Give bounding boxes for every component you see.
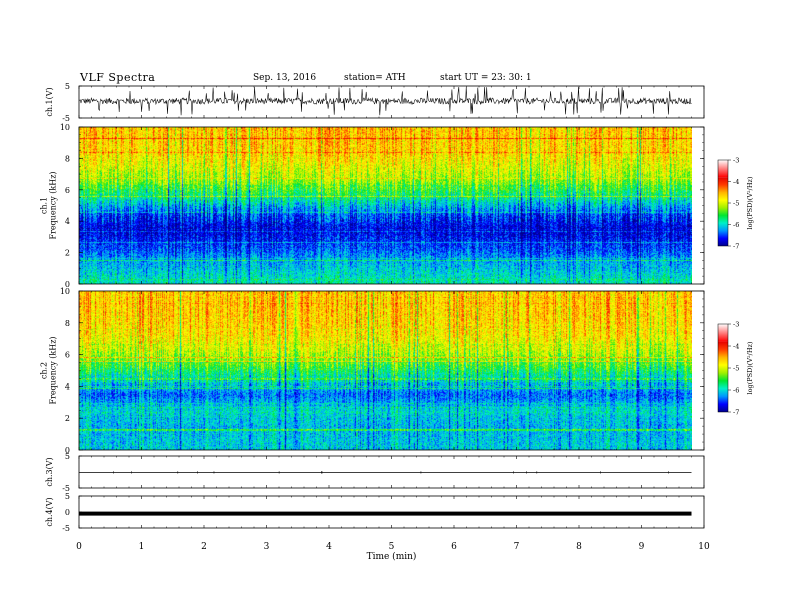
time-tick-label: 2 <box>201 542 207 552</box>
ch2-colorbar-tick-label: -3 <box>733 321 739 329</box>
ch1-ytick-label: 4 <box>65 217 70 226</box>
ch2-spectrogram-image <box>79 291 692 450</box>
ch2-ytick-label: 4 <box>65 382 70 391</box>
start-time-label: start UT = 23: 30: 1 <box>440 73 532 83</box>
ch2-ylabel: ch.2Frequency (kHz) <box>40 336 58 404</box>
ch2-ytick-label: 8 <box>65 319 70 328</box>
ch3-panel-frame <box>78 455 705 489</box>
ch1-colorbar-tick-label: -7 <box>733 243 739 251</box>
ch2-ytick-label: 6 <box>65 351 70 360</box>
ch1-ytick-label: 8 <box>65 154 70 163</box>
ch4-ytick-label: 5 <box>65 492 70 501</box>
time-tick-label: 1 <box>139 542 145 552</box>
ch1-trace <box>78 86 692 116</box>
ch1-ytick-label: 2 <box>65 249 70 258</box>
time-axis-label: Time (min) <box>367 551 417 562</box>
time-tick-label: 4 <box>326 542 332 552</box>
ch1-colorbar-tick-label: -4 <box>733 178 739 186</box>
ch2-ytick-label: 2 <box>65 414 70 423</box>
ch1-colorbar-tick-label: -6 <box>733 221 739 229</box>
ch2-ytick-label: 10 <box>60 287 70 296</box>
ch1-ytick-label: 0 <box>65 280 70 289</box>
ch4-ylabel: ch.4(V) <box>45 497 54 526</box>
ch3-ylabel: ch.3(V) <box>45 457 54 486</box>
ch1-colorbar-tick-label: -5 <box>733 200 739 208</box>
ch1-colorbar <box>718 177 728 246</box>
ch3-ytick-label: 5 <box>65 452 70 461</box>
ch2-colorbar-tick-label: -7 <box>733 409 739 417</box>
ch1-ylabel: ch.1(V) <box>45 87 54 116</box>
ch2-colorbar-top <box>718 324 728 342</box>
time-tick-label: 0 <box>76 542 82 552</box>
ch1-colorbar-label: log(PSD)(V²/Hz) <box>746 176 754 229</box>
ch2-ytick-label: 0 <box>65 446 70 455</box>
station-label: station= ATH <box>344 73 406 83</box>
ch1-colorbar-tick-label: -3 <box>733 157 739 165</box>
ch1-colorbar-top <box>718 160 728 178</box>
ch1-ytick-label: 10 <box>60 123 70 132</box>
time-tick-label: 8 <box>576 542 582 552</box>
figure-title: VLF Spectra <box>80 71 156 84</box>
ch2-colorbar-tick-label: -6 <box>733 387 739 395</box>
time-tick-label: 10 <box>698 542 710 552</box>
ch1-ylabel: ch.1Frequency (kHz) <box>40 171 58 239</box>
ch3-ytick-label: -5 <box>62 484 70 493</box>
ch1-spectrogram-image <box>79 127 692 284</box>
ch1-ytick-label: 5 <box>65 82 70 91</box>
ch4-trace <box>79 511 692 516</box>
time-tick-label: 5 <box>389 542 395 552</box>
ch2-colorbar-tick-label: -4 <box>733 343 739 351</box>
ch2-colorbar-label: log(PSD)(V²/Hz) <box>746 341 754 394</box>
time-tick-label: 7 <box>514 542 520 552</box>
ch2-colorbar <box>718 341 728 412</box>
time-tick-label: 6 <box>451 542 457 552</box>
time-tick-label: 9 <box>639 542 645 552</box>
time-tick-label: 3 <box>264 542 270 552</box>
recording-date: Sep. 13, 2016 <box>253 73 317 83</box>
ch4-ytick-label: 0 <box>65 508 70 517</box>
ch1-ytick-label: -5 <box>62 114 70 123</box>
ch1-ytick-label: 6 <box>65 186 70 195</box>
ch4-ytick-label: -5 <box>62 524 70 533</box>
ch2-colorbar-tick-label: -5 <box>733 365 739 373</box>
